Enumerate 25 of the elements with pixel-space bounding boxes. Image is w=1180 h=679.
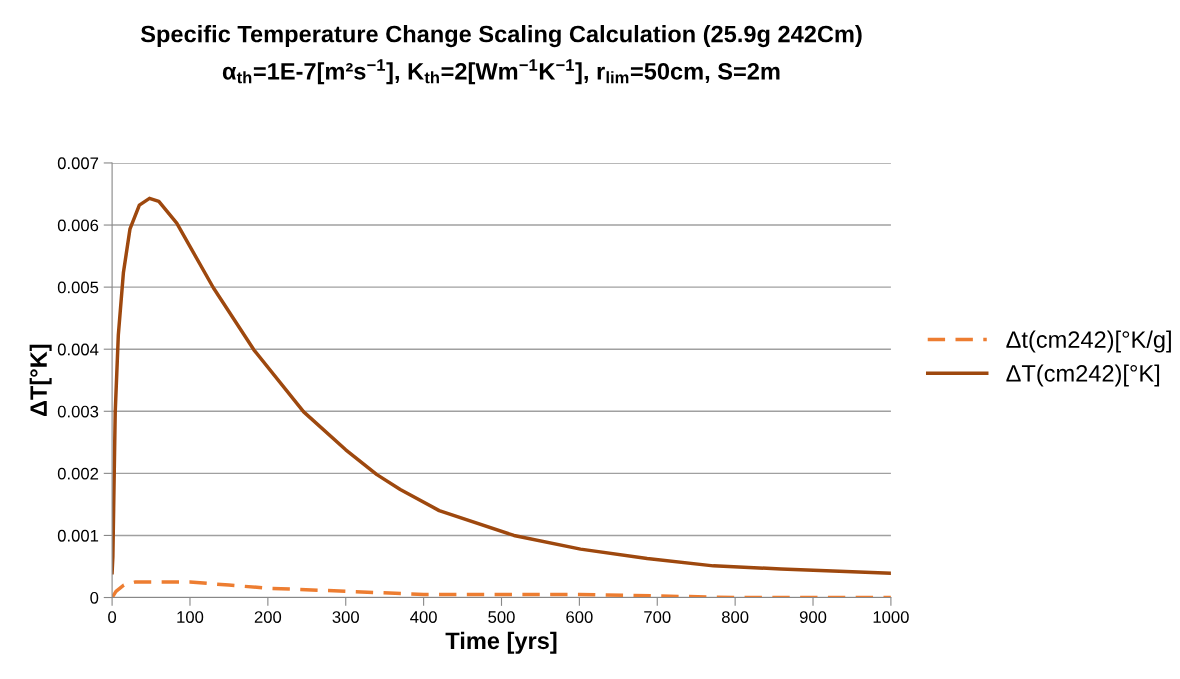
x-tick-label: 0 <box>108 611 117 623</box>
y-tick-label: 0.005 <box>57 281 99 294</box>
y-tick-label: 0.004 <box>57 343 99 356</box>
y-tick-label: 0 <box>90 591 99 604</box>
legend-label: Δt(cm242)[°K/g] <box>1006 330 1171 353</box>
chart-title: Specific Temperature Change Scaling Calculation (25.9g 242Cm) α$_{th}$=1E-7[m²s$^{−1}$], K$_{th}$=2[Wm$^{−1}$K$^{−1}$], r$_{lim}$=50cm, S=2m <box>140 25 862 85</box>
x-tick-label: 200 <box>254 611 282 623</box>
x-tick-label: 400 <box>410 611 437 623</box>
x-axis-title: Time [yrs] <box>445 631 557 654</box>
x-tick-label: 600 <box>566 611 593 623</box>
y-tick-label: 0.003 <box>57 405 99 418</box>
x-tick-label: 1000 <box>873 611 909 623</box>
y-tick-label: 0.001 <box>57 529 99 542</box>
y-tick-label: 0.007 <box>57 157 99 170</box>
y-axis-title: ΔT[°K] <box>29 344 52 417</box>
x-tick-label: 900 <box>799 611 827 623</box>
x-tick-label: 700 <box>644 611 671 623</box>
x-tick-label: 800 <box>721 611 749 623</box>
legend-label: ΔT(cm242)[°K] <box>1006 364 1160 387</box>
x-tick-label: 300 <box>332 611 359 623</box>
line-series <box>112 196 891 576</box>
x-tick-label: 500 <box>488 611 515 623</box>
y-tick-label: 0.002 <box>57 467 99 480</box>
x-tick-label: 100 <box>177 611 204 623</box>
y-tick-label: 0.006 <box>57 219 99 232</box>
